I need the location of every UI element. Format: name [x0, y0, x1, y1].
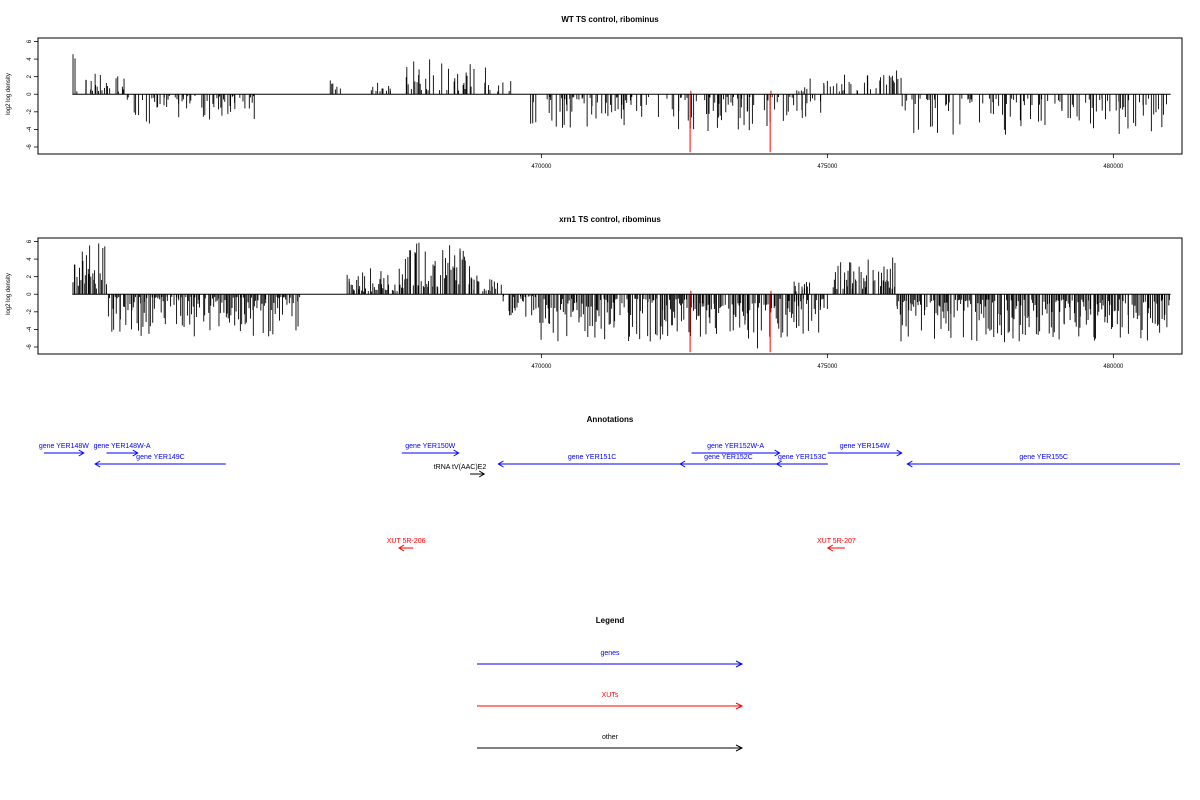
x-tick-label: 475000	[817, 164, 838, 170]
legend-arrowhead	[735, 660, 744, 668]
x-tick-label: 475000	[817, 364, 838, 370]
annotation-label: gene YER152C	[704, 454, 753, 461]
x-tick-label: 470000	[531, 164, 552, 170]
annotation-feature: gene YER153C	[775, 454, 828, 468]
legend-arrowhead	[735, 744, 744, 752]
annotation-features: gene YER148W gene YER148W-A gene YER149C ge…	[39, 443, 1180, 552]
annotation-arrowhead	[775, 460, 782, 468]
y-tick-label: 6	[27, 239, 33, 243]
legend-title: Legend	[596, 616, 625, 625]
annotation-arrowhead	[478, 470, 486, 478]
annotations-title: Annotations	[587, 415, 634, 424]
xrn1-track-red-markers	[689, 290, 772, 353]
annotation-feature: gene YER152C	[679, 454, 777, 468]
wt-track-red-markers	[689, 90, 772, 153]
wt-track-frame	[37, 37, 1183, 155]
annotation-arrowhead	[774, 449, 781, 457]
xrn1-track-x-axis: 470000 475000 480000	[531, 354, 1124, 370]
annotation-label: XUT 5R-207	[817, 538, 856, 545]
annotation-label: gene YER149C	[136, 454, 185, 461]
annotation-label: gene YER154W	[840, 443, 890, 450]
xrn1-track-y-axis-label: log2 log density	[6, 273, 12, 315]
y-tick-label: -6	[27, 344, 33, 350]
y-tick-label: -6	[27, 144, 33, 150]
xrn1-track-y-axis: 6 4 2 0 -2 -4 -6	[27, 239, 38, 350]
legend-items: genes XUTs other	[477, 650, 744, 752]
x-tick-label: 480000	[1103, 364, 1124, 370]
legend-item: genes	[477, 650, 744, 668]
legend-item: XUTs	[477, 692, 744, 710]
annotation-feature: XUT 5R-206	[387, 538, 426, 552]
annotation-feature: gene YER150W	[401, 443, 460, 457]
y-tick-label: 6	[27, 39, 33, 43]
annotation-label: tRNA tV(AAC)E2	[434, 464, 487, 471]
annotation-feature: tRNA tV(AAC)E2	[434, 464, 487, 478]
y-tick-label: -2	[27, 108, 33, 114]
legend-label: XUTs	[602, 692, 619, 699]
legend-panel: Legend genes XUTs other	[477, 616, 744, 752]
annotation-arrowhead	[826, 544, 834, 552]
annotation-label: XUT 5R-206	[387, 538, 426, 545]
xrn1-track-panel: xrn1 TS control, ribominus log2 log dens…	[6, 215, 1183, 370]
annotation-arrowhead	[896, 449, 903, 457]
wt-track-y-axis-label: log2 log density	[6, 73, 12, 115]
legend-item: other	[477, 734, 744, 752]
annotations-panel: Annotations gene YER148W gene YER148W-Age…	[39, 415, 1180, 552]
annotation-arrowhead	[906, 460, 913, 468]
annotation-feature: gene YER154W	[827, 443, 903, 457]
wt-track-x-axis: 470000 475000 480000	[531, 154, 1124, 170]
annotation-arrowhead	[453, 449, 460, 457]
x-tick-label: 470000	[531, 364, 552, 370]
xrn1-track-title: xrn1 TS control, ribominus	[559, 215, 661, 224]
annotation-feature: XUT 5R-207	[817, 538, 856, 552]
y-tick-label: 2	[27, 74, 33, 78]
wt-track-title: WT TS control, ribominus	[561, 15, 659, 24]
annotation-arrowhead	[78, 449, 85, 457]
annotation-label: gene YER150W	[405, 443, 455, 450]
annotation-feature: gene YER148W	[39, 443, 89, 457]
annotation-arrowhead	[132, 449, 139, 457]
xrn1-track-bars	[72, 242, 1170, 349]
y-tick-label: -4	[27, 126, 33, 132]
annotation-feature: gene YER148W-A	[94, 443, 151, 457]
y-tick-label: 0	[27, 292, 33, 296]
legend-label: genes	[600, 650, 620, 657]
annotation-arrowhead	[497, 460, 504, 468]
annotation-feature: gene YER149C	[94, 454, 226, 468]
y-tick-label: 2	[27, 274, 33, 278]
annotation-label: gene YER155C	[1019, 454, 1068, 461]
y-tick-label: -4	[27, 326, 33, 332]
y-tick-label: 4	[27, 257, 33, 261]
annotation-arrowhead	[398, 544, 405, 552]
y-tick-label: -2	[27, 308, 33, 314]
annotation-label: gene YER148W	[39, 443, 89, 450]
annotation-label: gene YER151C	[568, 454, 617, 461]
x-tick-label: 480000	[1103, 164, 1124, 170]
legend-arrowhead	[735, 702, 744, 710]
annotation-label: gene YER153C	[778, 454, 827, 461]
annotation-feature: gene YER151C	[497, 454, 686, 468]
annotation-label: gene YER152W-A	[707, 443, 764, 450]
wt-track-panel: WT TS control, ribominus log2 log densit…	[6, 15, 1183, 170]
y-tick-label: 0	[27, 92, 33, 96]
annotation-label: gene YER148W-A	[94, 443, 151, 450]
annotation-feature: gene YER155C	[906, 454, 1180, 468]
y-tick-label: 4	[27, 57, 33, 61]
annotation-arrowhead	[679, 460, 686, 468]
xrn1-track-frame	[37, 237, 1183, 355]
annotation-arrowhead	[94, 460, 101, 468]
legend-label: other	[602, 734, 619, 741]
annotation-feature: gene YER152W-A	[691, 443, 781, 457]
wt-track-y-axis: 6 4 2 0 -2 -4 -6	[27, 39, 38, 150]
wt-track-bars	[72, 54, 1167, 135]
